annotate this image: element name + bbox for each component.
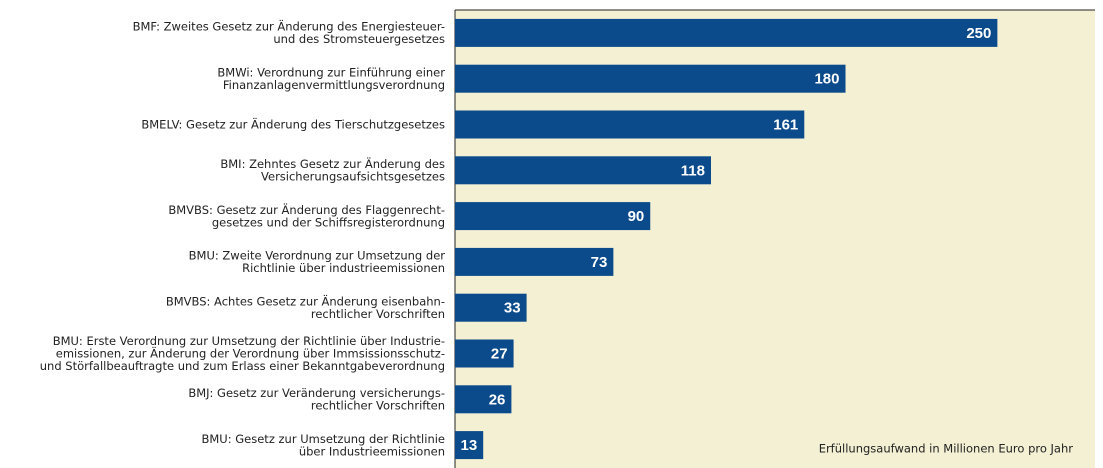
annotation: Erfüllungsaufwand in Millionen Euro pro … — [819, 442, 1074, 456]
bar — [455, 339, 514, 368]
y-tick-label: BMELV: Gesetz zur Änderung des Tierschut… — [141, 116, 445, 131]
y-tick-label: BMF: Zweites Gesetz zur Änderung des Ene… — [133, 18, 445, 46]
bar — [455, 293, 527, 322]
value-label: 13 — [461, 437, 478, 454]
bar — [455, 202, 651, 231]
y-tick-label: BMVBS: Achtes Gesetz zur Änderung eisenb… — [166, 293, 445, 321]
value-label: 250 — [966, 25, 991, 42]
value-label: 90 — [628, 208, 645, 225]
bar — [455, 385, 512, 414]
value-label: 27 — [491, 345, 508, 362]
value-label: 118 — [681, 162, 705, 179]
value-label: 161 — [773, 116, 798, 133]
value-label: 33 — [504, 300, 521, 317]
bar — [455, 431, 484, 460]
bar — [455, 110, 805, 139]
value-label: 26 — [489, 391, 506, 408]
bar — [455, 18, 998, 47]
bar — [455, 156, 711, 185]
bar — [455, 64, 846, 93]
bar — [455, 247, 614, 276]
value-label: 180 — [814, 71, 839, 88]
y-tick-label: BMJ: Gesetz zur Veränderung versicherung… — [188, 386, 445, 413]
y-tick-label: BMVBS: Gesetz zur Änderung des Flaggenre… — [168, 201, 445, 229]
value-label: 73 — [591, 254, 608, 271]
y-tick-label: BMU: Zweite Verordnung zur Umsetzung der… — [189, 248, 446, 275]
y-tick-label: BMWi: Verordnung zur Einführung einer Fin… — [217, 65, 445, 92]
y-tick-label: BMU: Gesetz zur Umsetzung der Richtlinie… — [202, 431, 446, 458]
y-tick-label: BMI: Zehntes Gesetz zur Änderung des Vers… — [220, 156, 445, 184]
y-tick-label: BMU: Erste Verordnung zur Umsetzung der … — [40, 334, 445, 373]
